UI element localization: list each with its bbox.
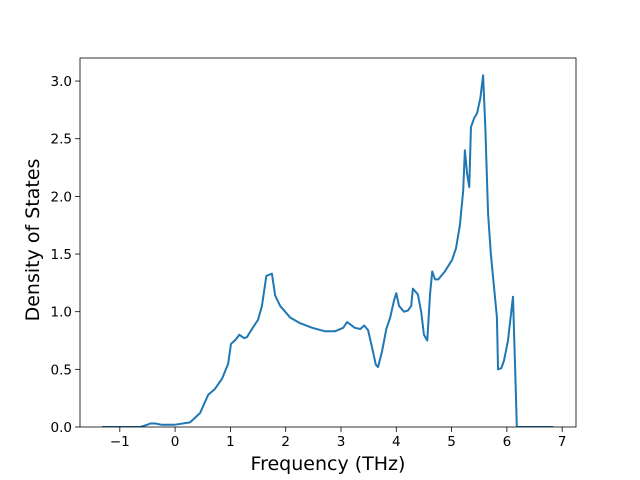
x-tick-label: 4: [392, 434, 401, 450]
y-tick-label: 2.0: [51, 189, 72, 205]
x-tick-label: 2: [281, 434, 290, 450]
y-tick-label: 0.0: [51, 420, 72, 436]
x-tick-label: 1: [226, 434, 235, 450]
x-tick-label: 5: [447, 434, 456, 450]
y-tick-label: 3.0: [51, 74, 72, 90]
x-tick-label: 6: [503, 434, 512, 450]
y-tick-label: 1.5: [51, 247, 72, 263]
y-tick-label: 1.0: [51, 305, 72, 321]
axes-frame: [79, 57, 577, 428]
x-axis-label: Frequency (THz): [251, 453, 406, 475]
y-axis-label: Density of States: [22, 159, 44, 322]
x-tick-label: 7: [558, 434, 567, 450]
y-tick-label: 2.5: [51, 132, 72, 148]
y-tick-label: 0.5: [51, 362, 72, 378]
x-tick-label: −1: [110, 434, 130, 450]
x-tick-label: 0: [171, 434, 180, 450]
line: [102, 74, 554, 427]
x-tick-label: 3: [337, 434, 346, 450]
